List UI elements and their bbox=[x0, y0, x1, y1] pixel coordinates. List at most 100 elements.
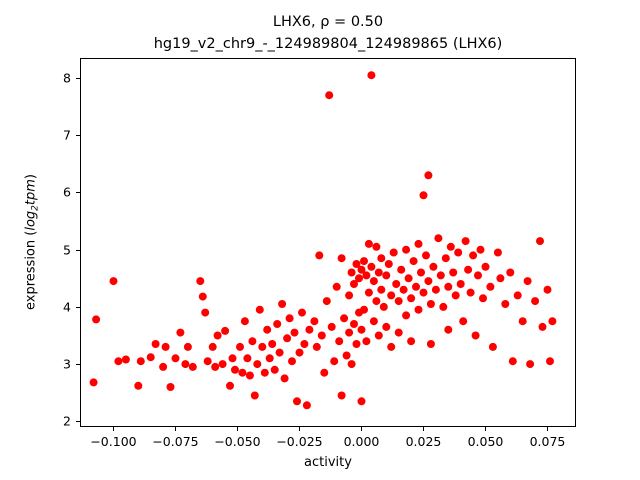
scatter-point bbox=[317, 331, 326, 340]
scatter-point bbox=[496, 274, 505, 283]
scatter-point bbox=[337, 254, 346, 263]
scatter-point bbox=[357, 397, 366, 406]
y-tick-label: 2 bbox=[63, 413, 71, 429]
y-tick-mark bbox=[76, 78, 80, 80]
scatter-point bbox=[419, 288, 428, 297]
scatter-point bbox=[384, 260, 393, 268]
y-tick-label: 8 bbox=[63, 70, 71, 86]
scatter-point bbox=[362, 271, 371, 280]
x-tick-mark bbox=[237, 427, 239, 431]
scatter-point bbox=[285, 314, 294, 323]
scatter-point bbox=[481, 262, 490, 271]
scatter-point bbox=[203, 357, 212, 366]
scatter-point bbox=[538, 322, 547, 331]
scatter-point bbox=[369, 317, 378, 326]
y-tick-mark bbox=[76, 421, 80, 423]
scatter-point bbox=[441, 254, 450, 263]
x-tick-label: −0.025 bbox=[276, 434, 323, 449]
scatter-point bbox=[399, 285, 408, 294]
scatter-point bbox=[364, 239, 373, 248]
y-tick-label: 3 bbox=[63, 356, 71, 372]
scatter-point bbox=[218, 360, 227, 369]
scatter-point bbox=[114, 357, 123, 366]
scatter-point bbox=[109, 277, 118, 286]
scatter-point bbox=[325, 91, 334, 100]
scatter-point bbox=[431, 285, 440, 294]
scatter-point bbox=[536, 237, 544, 246]
scatter-point bbox=[419, 191, 428, 200]
scatter-point bbox=[166, 383, 175, 391]
scatter-point bbox=[253, 360, 262, 369]
scatter-point bbox=[439, 302, 448, 311]
scatter-point bbox=[151, 340, 160, 348]
scatter-point bbox=[369, 277, 378, 286]
scatter-point bbox=[171, 354, 180, 363]
scatter-point bbox=[280, 374, 289, 383]
scatter-point bbox=[424, 171, 433, 180]
scatter-point bbox=[362, 337, 371, 346]
x-axis-label: activity bbox=[304, 455, 352, 470]
scatter-point bbox=[382, 322, 391, 331]
scatter-point bbox=[335, 337, 344, 346]
x-tick-mark bbox=[547, 427, 549, 431]
scatter-point bbox=[394, 297, 403, 306]
scatter-point bbox=[213, 331, 222, 340]
scatter-point bbox=[526, 360, 535, 369]
scatter-point bbox=[493, 248, 502, 257]
scatter-point bbox=[357, 265, 366, 274]
scatter-point bbox=[298, 308, 306, 317]
scatter-point bbox=[250, 391, 259, 400]
scatter-points-layer bbox=[89, 71, 557, 410]
scatter-point bbox=[283, 334, 292, 343]
scatter-point bbox=[387, 291, 396, 300]
y-tick-label: 6 bbox=[63, 184, 71, 200]
scatter-point bbox=[342, 351, 351, 360]
scatter-point bbox=[367, 71, 376, 80]
y-tick-mark bbox=[76, 306, 80, 308]
scatter-point bbox=[248, 337, 257, 346]
x-tick-mark bbox=[361, 427, 363, 431]
x-tick-label: −0.075 bbox=[152, 434, 199, 449]
scatter-point bbox=[518, 317, 527, 326]
scatter-point bbox=[377, 254, 386, 263]
y-axis-label-tpm: tpm bbox=[23, 179, 39, 206]
scatter-point bbox=[347, 268, 356, 277]
scatter-point bbox=[288, 357, 296, 366]
y-tick-mark bbox=[76, 249, 80, 251]
scatter-point bbox=[404, 274, 413, 283]
scatter-point bbox=[451, 291, 460, 300]
scatter-point bbox=[426, 300, 435, 308]
y-axis-label-prefix: expression ( bbox=[23, 230, 39, 310]
plot-title-line1: LHX6, ρ = 0.50 bbox=[272, 14, 384, 30]
scatter-point bbox=[350, 280, 358, 288]
scatter-point bbox=[322, 297, 331, 306]
scatter-point bbox=[459, 317, 468, 326]
scatter-point bbox=[312, 342, 321, 351]
x-tick-label: 0.050 bbox=[467, 434, 504, 449]
scatter-point bbox=[196, 277, 205, 286]
x-tick-mark bbox=[485, 427, 487, 431]
y-axis-label-subscript: 2 bbox=[30, 205, 41, 211]
scatter-point bbox=[377, 285, 386, 294]
scatter-point bbox=[315, 251, 324, 260]
scatter-point bbox=[476, 245, 485, 254]
scatter-point bbox=[397, 265, 406, 274]
scatter-point bbox=[456, 280, 465, 288]
scatter-point bbox=[548, 317, 557, 326]
scatter-point bbox=[305, 325, 314, 334]
scatter-point bbox=[543, 285, 552, 294]
scatter-point bbox=[402, 245, 411, 254]
scatter-point bbox=[426, 340, 435, 348]
scatter-point bbox=[523, 277, 532, 286]
plot-title: LHX6, ρ = 0.50 hg19_v2_chr9_-_124989804_… bbox=[154, 12, 503, 56]
scatter-point bbox=[357, 325, 366, 334]
scatter-point bbox=[260, 368, 269, 377]
scatter-point bbox=[506, 268, 515, 277]
scatter-point bbox=[513, 291, 522, 300]
scatter-point bbox=[424, 277, 433, 286]
scatter-point bbox=[278, 300, 287, 308]
y-axis-label: expression (log2tpm) bbox=[24, 174, 41, 310]
scatter-point bbox=[273, 320, 282, 328]
scatter-point bbox=[320, 368, 329, 377]
scatter-point bbox=[327, 322, 336, 331]
